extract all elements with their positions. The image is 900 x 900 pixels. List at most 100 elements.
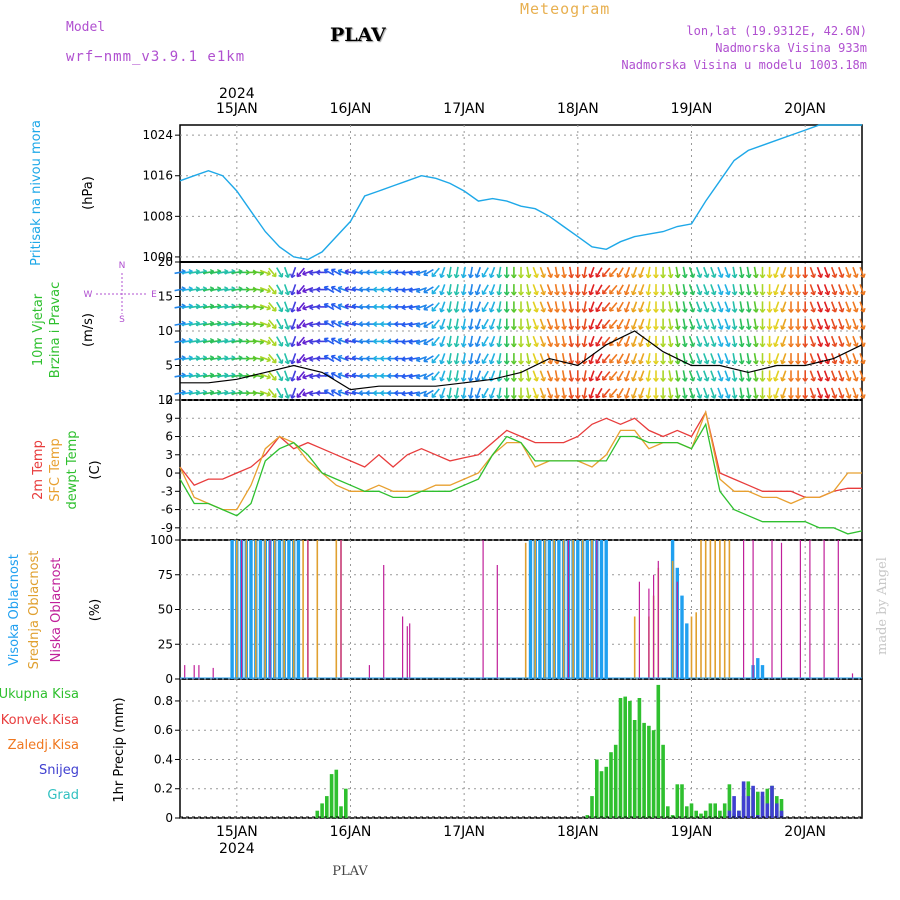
wind-arrowhead-34-7 — [415, 270, 421, 276]
wind-arrowhead-29-2 — [380, 355, 385, 362]
wind-arrowhead-84-3 — [773, 342, 779, 348]
wind-arrowhead-96-0 — [860, 394, 866, 399]
wind-barb-21-3 — [324, 337, 335, 345]
cloud-bar-srednja-18 — [581, 540, 584, 679]
cloud-bar-niska-19 — [653, 574, 655, 680]
wind-arrowhead-33-1 — [408, 373, 413, 380]
wind-barb-85-2 — [781, 353, 787, 365]
wind-barb-74-7 — [703, 266, 709, 278]
wind-arrowhead-36-0 — [431, 393, 437, 398]
wind-barb-57-2 — [583, 353, 587, 365]
wind-arrowhead-35-6 — [423, 288, 428, 294]
wind-arrowhead-89-1 — [810, 377, 816, 382]
wind-barb-22-7 — [331, 268, 342, 276]
wind-barb-77-3 — [724, 335, 730, 347]
wind-arrowhead-52-1 — [547, 377, 554, 382]
wind-barb-81-4 — [753, 318, 758, 330]
wind-arrowhead-80-4 — [745, 325, 752, 331]
wind-barb-3-6 — [195, 287, 207, 292]
wind-barb-96-4 — [859, 318, 865, 330]
wind-arrowhead-32-5 — [401, 304, 406, 311]
wind-barb-52-0 — [546, 387, 553, 399]
wind-arrowhead-45-0 — [496, 394, 503, 400]
wind-arrowhead-63-2 — [623, 359, 630, 365]
temp-ylabel-sfc: SFC Temp — [48, 438, 63, 502]
wind-arrowhead-78-0 — [731, 394, 738, 400]
wind-arrowhead-63-0 — [623, 394, 630, 399]
wind-arrowhead-23-1 — [337, 372, 343, 378]
wind-arrowhead-68-5 — [660, 308, 666, 313]
wind-barb-62-6 — [617, 284, 624, 295]
cloud-bar-srednja-30 — [714, 540, 716, 679]
wind-arrowhead-48-6 — [518, 291, 524, 296]
wind-arrowhead-59-4 — [595, 324, 601, 330]
wind-arrowhead-49-1 — [525, 377, 532, 382]
wind-arrowhead-57-1 — [581, 377, 588, 382]
ytick-label-precip-1: 0.2 — [154, 782, 173, 796]
wind-barb-39-0 — [455, 387, 459, 399]
wind-barb-72-5 — [688, 301, 695, 313]
wind-barb-91-0 — [823, 387, 830, 399]
wind-arrowhead-38-4 — [446, 325, 453, 331]
wind-barb-50-1 — [532, 370, 538, 382]
cloud-bar-srednja-27 — [700, 540, 702, 679]
wind-barb-79-3 — [739, 335, 743, 347]
wind-barb-73-0 — [695, 387, 702, 399]
wind-arrowhead-43-4 — [481, 324, 487, 330]
wind-barb-54-6 — [561, 284, 566, 296]
wind-barb-7-7 — [224, 270, 236, 275]
wind-barb-61-5 — [609, 302, 618, 312]
wind-barb-59-5 — [595, 301, 603, 313]
wind-barb-75-7 — [710, 266, 716, 278]
cloud-bar-srednja-20 — [633, 616, 636, 679]
wind-arrowhead-75-3 — [711, 342, 717, 348]
wind-arrowhead-71-7 — [682, 273, 688, 279]
wind-arrowhead-76-3 — [718, 342, 724, 348]
wind-arrowhead-46-3 — [503, 343, 510, 348]
wind-barb-45-4 — [497, 318, 502, 330]
station-title: PLAV — [330, 24, 386, 46]
wind-arrowhead-43-3 — [481, 342, 487, 347]
wind-arrowhead-74-0 — [703, 394, 710, 399]
wind-arrowhead-67-4 — [653, 325, 659, 331]
wind-arrowhead-60-7 — [602, 272, 607, 278]
wind-barb-38-1 — [448, 370, 452, 382]
wind-arrowhead-22-6 — [330, 285, 336, 291]
wind-barb-73-7 — [695, 266, 702, 278]
wind-barb-13-5 — [268, 302, 277, 312]
wind-arrowhead-66-3 — [645, 342, 652, 348]
wind-arrowhead-22-4 — [330, 320, 336, 326]
wind-arrowhead-76-2 — [718, 359, 724, 365]
wind-barb-81-5 — [753, 301, 758, 313]
wind-barb-4-5 — [202, 305, 214, 309]
wind-arrowhead-42-5 — [474, 308, 481, 313]
wind-barb-38-7 — [448, 266, 452, 278]
wind-barb-63-1 — [624, 370, 631, 382]
wind-barb-72-6 — [688, 284, 695, 296]
wind-arrowhead-33-5 — [408, 304, 413, 311]
wind-arrowhead-42-6 — [474, 290, 481, 296]
precip-bar-ukupna-36 — [722, 803, 727, 818]
cloud-bar-visoka2-12 — [585, 540, 589, 679]
wind-arrowhead-31-0 — [394, 390, 399, 397]
wind-arrowhead-46-2 — [503, 360, 510, 365]
wind-barb-12-7 — [259, 269, 271, 275]
wind-barb-58-7 — [589, 266, 595, 278]
precip-bar-ukupna-31 — [699, 813, 703, 818]
wind-arrowhead-81-2 — [753, 360, 759, 365]
wind-arrowhead-68-6 — [660, 291, 666, 296]
pressure-ylabel: Pritisak na nivou mora — [29, 120, 44, 266]
wind-barb-61-6 — [609, 284, 618, 295]
wind-barb-45-5 — [497, 301, 502, 313]
wind-barb-7-0 — [224, 391, 236, 395]
wind-barb-55-4 — [569, 318, 573, 330]
wind-barb-57-0 — [583, 387, 587, 399]
wind-barb-15-4 — [283, 318, 290, 330]
wind-barb-71-0 — [682, 387, 687, 399]
wind-barb-76-2 — [717, 353, 723, 365]
wind-arrowhead-25-0 — [351, 389, 357, 396]
wind-arrowhead-90-7 — [817, 273, 824, 279]
wind-arrowhead-24-4 — [344, 320, 349, 327]
wind-barb-79-6 — [739, 284, 743, 296]
wind-barb-57-3 — [583, 335, 587, 347]
